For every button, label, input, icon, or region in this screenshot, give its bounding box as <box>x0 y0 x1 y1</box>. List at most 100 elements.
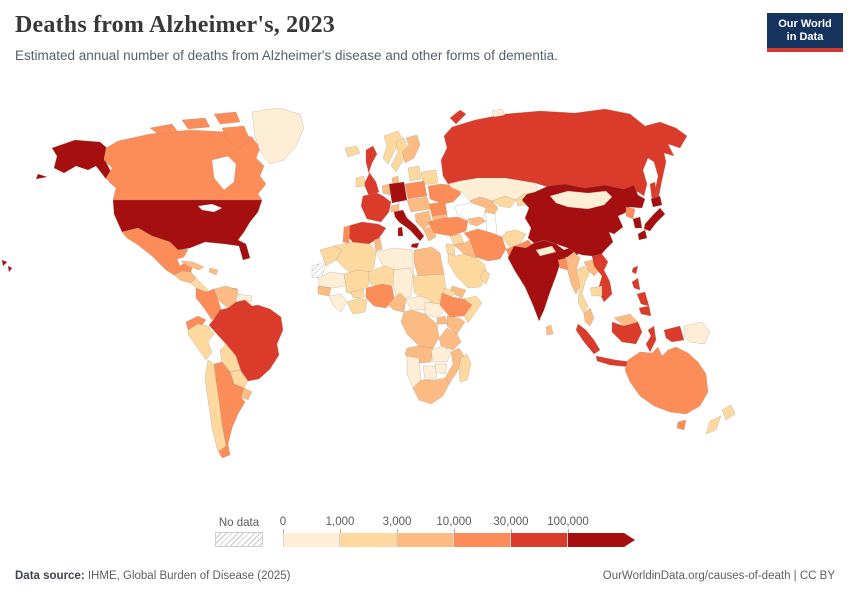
country-senegal[interactable] <box>317 285 332 297</box>
legend-segment-5[interactable] <box>568 533 625 547</box>
country-oman[interactable] <box>479 269 491 285</box>
country-mongolia[interactable] <box>549 190 613 210</box>
country-iceland[interactable] <box>344 145 361 158</box>
country-cuba[interactable] <box>180 260 205 271</box>
country-uzbekistan[interactable] <box>491 195 517 209</box>
country-kenya[interactable] <box>446 315 466 335</box>
country-vietnam[interactable] <box>591 253 613 303</box>
country-taiwan[interactable] <box>631 265 639 275</box>
country-united-states-hawaii[interactable] <box>1 259 13 273</box>
legend-segment-4[interactable] <box>511 533 568 547</box>
chart-footer: Data source: IHME, Global Burden of Dise… <box>15 570 835 582</box>
country-iran[interactable] <box>463 228 507 262</box>
country-peru[interactable] <box>187 323 215 361</box>
legend-segment-1[interactable] <box>340 533 397 547</box>
country-burkina-faso[interactable] <box>350 288 366 299</box>
country-ukraine[interactable] <box>427 183 462 205</box>
country-sweden[interactable] <box>390 137 409 173</box>
country-uganda[interactable] <box>436 315 448 325</box>
country-canada-baffin[interactable] <box>221 125 251 149</box>
country-russia-novaya-zemlya[interactable] <box>449 109 467 125</box>
country-chile[interactable] <box>204 359 227 453</box>
country-zimbabwe[interactable] <box>434 363 448 375</box>
country-nepal[interactable] <box>535 245 557 257</box>
country-south-korea[interactable] <box>632 216 643 229</box>
country-canada-arctic-1[interactable] <box>149 123 179 135</box>
country-svalbard[interactable] <box>491 108 506 118</box>
country-central-europe[interactable] <box>406 196 432 213</box>
country-baltic-states[interactable] <box>407 165 422 182</box>
country-finland[interactable] <box>401 134 421 164</box>
legend-scale: 0 1,000 3,000 10,000 30,000 100,000 <box>280 516 648 547</box>
country-zambia[interactable] <box>430 345 452 363</box>
country-drc[interactable] <box>400 309 440 349</box>
country-guinea[interactable] <box>328 293 348 313</box>
country-ireland[interactable] <box>355 175 366 188</box>
country-jordan-israel[interactable] <box>445 243 456 256</box>
country-thailand[interactable] <box>575 265 591 315</box>
legend-tickmark <box>283 529 284 533</box>
country-laos[interactable] <box>583 259 601 277</box>
country-australia-tasmania[interactable] <box>676 419 687 431</box>
owid-logo-line2: in Data <box>786 31 824 43</box>
country-canada-arctic-2[interactable] <box>181 117 211 130</box>
country-uruguay[interactable] <box>240 387 253 401</box>
country-cambodia[interactable] <box>589 285 603 297</box>
owid-logo[interactable]: Our World in Data <box>767 13 843 52</box>
country-egypt[interactable] <box>413 246 445 277</box>
country-poland[interactable] <box>404 180 428 200</box>
country-tunisia[interactable] <box>373 237 383 252</box>
legend-tick-1: 1,000 <box>325 516 355 528</box>
license-text: | CC BY <box>790 570 835 582</box>
country-sri-lanka[interactable] <box>545 324 554 336</box>
country-new-zealand[interactable] <box>705 404 736 435</box>
legend-segment-0[interactable] <box>283 533 340 547</box>
country-canada-arctic-3[interactable] <box>213 111 241 125</box>
no-data-swatch[interactable] <box>215 532 263 547</box>
legend-arrow[interactable] <box>624 533 635 547</box>
country-turkey[interactable] <box>427 216 469 237</box>
country-south-africa[interactable] <box>412 377 450 405</box>
country-italy[interactable] <box>393 209 425 249</box>
country-tanzania[interactable] <box>438 327 462 351</box>
legend-segment-2[interactable] <box>397 533 454 547</box>
country-united-states-alaska[interactable] <box>51 139 113 180</box>
country-south-sudan[interactable] <box>424 301 446 319</box>
owid-logo-line1: Our World <box>778 18 832 30</box>
country-portugal[interactable] <box>342 225 351 244</box>
country-australia[interactable] <box>624 346 709 415</box>
country-benelux[interactable] <box>381 183 391 196</box>
legend-segment-3[interactable] <box>454 533 511 547</box>
country-brazil[interactable] <box>208 299 284 382</box>
legend-tickmark <box>454 529 455 533</box>
legend-tickmark <box>568 529 569 533</box>
country-romania[interactable] <box>428 201 448 217</box>
country-norway[interactable] <box>382 130 404 165</box>
footer-right: OurWorldinData.org/causes-of-death | CC … <box>603 570 835 582</box>
country-north-korea[interactable] <box>625 206 636 220</box>
country-greenland[interactable] <box>251 107 305 165</box>
country-chad[interactable] <box>392 267 414 301</box>
country-malaysia[interactable] <box>583 307 639 327</box>
country-ivory-coast-ghana[interactable] <box>346 297 368 315</box>
country-united-kingdom[interactable] <box>363 145 380 197</box>
country-china[interactable] <box>521 183 646 258</box>
country-mozambique[interactable] <box>444 347 465 385</box>
country-japan[interactable] <box>637 195 666 241</box>
country-germany[interactable] <box>388 181 408 204</box>
country-madagascar[interactable] <box>458 353 472 383</box>
country-caucasus[interactable] <box>467 216 487 227</box>
legend-tick-3: 10,000 <box>436 516 472 528</box>
country-hispaniola[interactable] <box>208 267 219 276</box>
country-somalia[interactable] <box>463 295 483 324</box>
country-philippines[interactable] <box>631 277 652 317</box>
country-belarus[interactable] <box>420 169 439 186</box>
country-balkans[interactable] <box>414 210 433 230</box>
country-switzerland[interactable] <box>390 203 400 213</box>
owid-url-link[interactable]: OurWorldinData.org/causes-of-death <box>602 570 791 582</box>
country-france[interactable] <box>360 192 392 223</box>
country-papua-new-guinea[interactable] <box>683 321 711 345</box>
country-united-states-aleutians[interactable] <box>35 173 48 180</box>
country-botswana[interactable] <box>422 365 438 381</box>
